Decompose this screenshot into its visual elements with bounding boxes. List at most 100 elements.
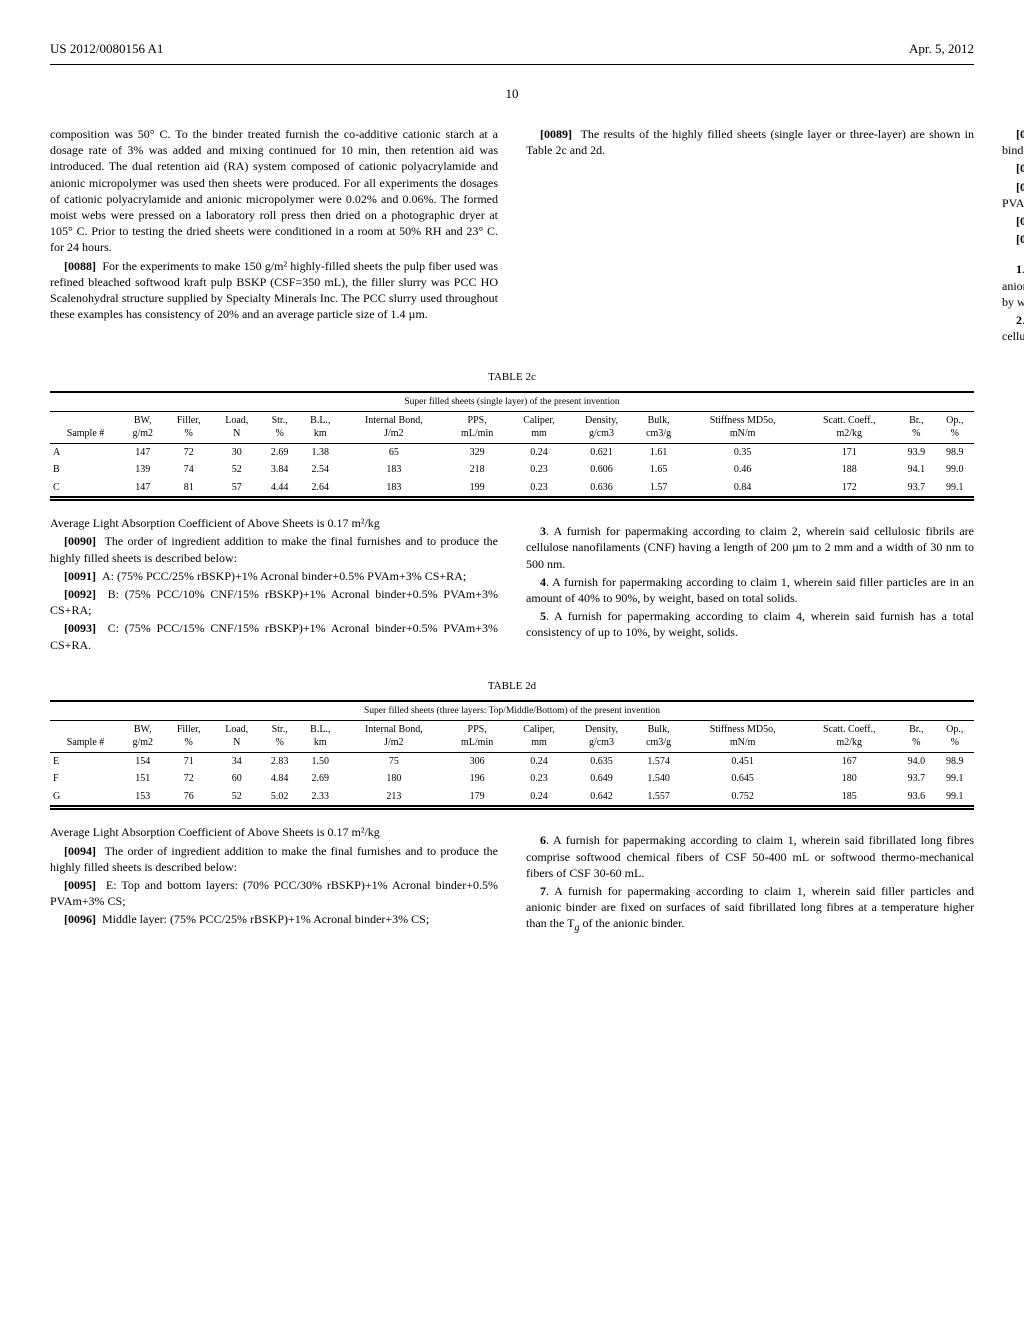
table-header-cell: Stiffness MD5o,mN/m <box>684 721 802 753</box>
table-cell: 1.61 <box>633 443 684 461</box>
table-cell: E <box>50 752 121 770</box>
table-cell: 1.65 <box>633 461 684 479</box>
table-cell: 147 <box>121 443 164 461</box>
table-cell: 147 <box>121 479 164 498</box>
table-cell: 30 <box>213 443 260 461</box>
avg-coeff-2d: Average Light Absorption Coefficient of … <box>50 824 498 840</box>
table-cell: 139 <box>121 461 164 479</box>
table-cell: 72 <box>164 443 213 461</box>
table-cell: 74 <box>164 461 213 479</box>
table-cell: 93.7 <box>897 770 935 788</box>
table-header-cell: Str.,% <box>260 412 298 444</box>
table-cell: 1.57 <box>633 479 684 498</box>
claim-2: 2. A furnish for papermaking according t… <box>1002 312 1024 344</box>
table-cell: 93.9 <box>897 443 935 461</box>
para-0093: [0093] C: (75% PCC/15% CNF/15% rBSKP)+1%… <box>50 620 498 652</box>
para-0091: [0091] A: (75% PCC/25% rBSKP)+1% Acronal… <box>50 568 498 584</box>
para-0097: [0097] F: Top and bottom layers: (70% PC… <box>1002 126 1024 158</box>
table-2c-caption: TABLE 2c <box>50 370 974 385</box>
table-2c-block: TABLE 2c Super filled sheets (single lay… <box>50 370 974 501</box>
para-num-0089: [0089] <box>540 127 572 141</box>
table-cell: 75 <box>342 752 446 770</box>
table-header-cell: Load,N <box>213 721 260 753</box>
intro-paragraph: composition was 50° C. To the binder tre… <box>50 126 498 256</box>
table-header-cell: Internal Bond,J/m2 <box>342 412 446 444</box>
table-cell: 199 <box>446 479 508 498</box>
table-header-cell: Br.,% <box>897 412 935 444</box>
table-cell: 167 <box>801 752 897 770</box>
table-cell: C <box>50 479 121 498</box>
table-cell: 34 <box>213 752 260 770</box>
table-cell: 76 <box>164 788 213 807</box>
para-0088: [0088] For the experiments to make 150 g… <box>50 258 498 323</box>
table-cell: 196 <box>446 770 508 788</box>
table-cell: 0.606 <box>570 461 634 479</box>
table-header-cell: B.L.,km <box>299 721 342 753</box>
claim-7: 7. A furnish for papermaking according t… <box>526 883 974 935</box>
table-header-cell: B.L.,km <box>299 412 342 444</box>
para-num-0088: [0088] <box>64 259 96 273</box>
table-cell: 0.23 <box>508 479 569 498</box>
table-cell: 2.64 <box>299 479 342 498</box>
para-0092: [0092] B: (75% PCC/10% CNF/15% rBSKP)+1%… <box>50 586 498 618</box>
table-header-cell: BW,g/m2 <box>121 721 164 753</box>
table-2d-block: TABLE 2d Super filled sheets (three laye… <box>50 679 974 810</box>
table-cell: 0.621 <box>570 443 634 461</box>
table-cell: 171 <box>801 443 897 461</box>
table-cell: 151 <box>121 770 164 788</box>
para-0098: [0098] Middle layer: (75% PCC/10% CNF/15… <box>1002 160 1024 176</box>
table-header-cell: Caliper,mm <box>508 721 569 753</box>
table-cell: 213 <box>342 788 446 807</box>
para-0090: [0090] The order of ingredient addition … <box>50 533 498 565</box>
table-row: F15172604.842.691801960.230.6491.5400.64… <box>50 770 974 788</box>
table-cell: 52 <box>213 461 260 479</box>
table-header-cell: Density,g/cm3 <box>570 721 634 753</box>
table-cell: 1.38 <box>299 443 342 461</box>
table-header-cell: Filler,% <box>164 412 213 444</box>
para-0101: [0101] All percentages % herein are by w… <box>1002 231 1024 247</box>
table-cell: 1.50 <box>299 752 342 770</box>
table-2c-title: Super filled sheets (single layer) of th… <box>50 394 974 412</box>
table-cell: 4.84 <box>260 770 298 788</box>
table-cell: 0.84 <box>684 479 802 498</box>
table-header-cell: Str.,% <box>260 721 298 753</box>
table-cell: 0.46 <box>684 461 802 479</box>
table-cell: B <box>50 461 121 479</box>
publication-date: Apr. 5, 2012 <box>909 40 974 58</box>
table-cell: 1.557 <box>633 788 684 807</box>
table-row: G15376525.022.332131790.240.6421.5570.75… <box>50 788 974 807</box>
table-cell: A <box>50 443 121 461</box>
table-header-cell: Op.,% <box>936 412 975 444</box>
table-cell: 0.24 <box>508 788 569 807</box>
table-header-cell: PPS,mL/min <box>446 412 508 444</box>
section-c: Average Light Absorption Coefficient of … <box>50 824 974 964</box>
table-2d: Sample #BW,g/m2Filler,%Load,NStr.,%B.L.,… <box>50 721 974 808</box>
table-header-cell: Filler,% <box>164 721 213 753</box>
para-0100: [0100] Middle layer: (75% PCC/10% CNF/15… <box>1002 213 1024 229</box>
claim-5: 5. A furnish for papermaking according t… <box>526 608 974 640</box>
table-cell: 71 <box>164 752 213 770</box>
table-cell: 183 <box>342 461 446 479</box>
table-cell: 2.69 <box>260 443 298 461</box>
table-2d-caption: TABLE 2d <box>50 679 974 694</box>
table-cell: 0.24 <box>508 752 569 770</box>
para-0099: [0099] G: Top and bottom layers (85% PCC… <box>1002 179 1024 211</box>
claim-1: 1. A furnish for papermaking comprising:… <box>1002 261 1024 310</box>
table-cell: 179 <box>446 788 508 807</box>
table-cell: 172 <box>801 479 897 498</box>
table-cell: 1.574 <box>633 752 684 770</box>
table-row: B13974523.842.541832180.230.6061.650.461… <box>50 461 974 479</box>
table-header-cell: Internal Bond,J/m2 <box>342 721 446 753</box>
table-cell: 65 <box>342 443 446 461</box>
table-cell: G <box>50 788 121 807</box>
table-cell: 153 <box>121 788 164 807</box>
table-header-cell: PPS,mL/min <box>446 721 508 753</box>
table-header-cell: Stiffness MD5o,mN/m <box>684 412 802 444</box>
table-cell: 60 <box>213 770 260 788</box>
table-cell: 93.7 <box>897 479 935 498</box>
table-cell: 188 <box>801 461 897 479</box>
table-cell: 0.636 <box>570 479 634 498</box>
table-2d-title: Super filled sheets (three layers: Top/M… <box>50 703 974 721</box>
table-cell: 0.752 <box>684 788 802 807</box>
section-b: Average Light Absorption Coefficient of … <box>50 515 974 665</box>
